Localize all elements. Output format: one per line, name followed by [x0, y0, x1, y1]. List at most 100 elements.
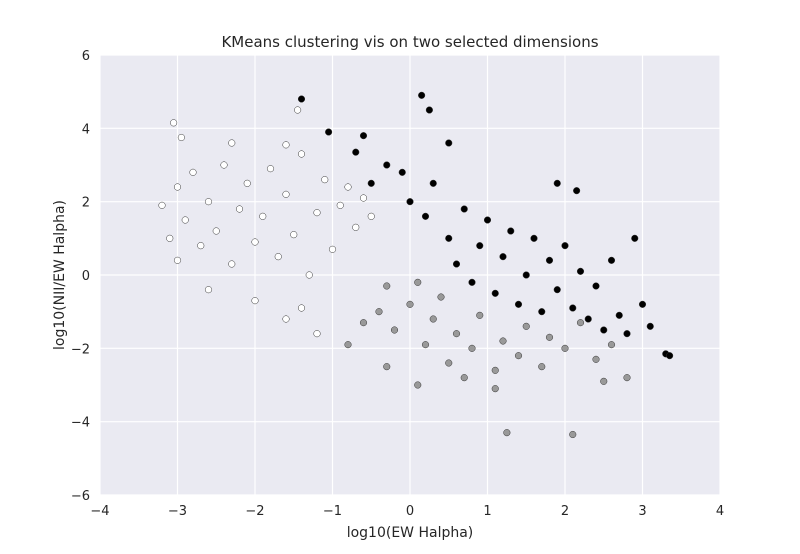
scatter-point-cluster-1	[429, 315, 437, 323]
scatter-point-cluster-0	[251, 297, 259, 305]
scatter-point-cluster-2	[468, 278, 476, 286]
scatter-point-cluster-1	[569, 430, 577, 439]
scatter-point-cluster-2	[631, 234, 639, 242]
scatter-point-cluster-1	[545, 333, 554, 341]
scatter-point-cluster-1	[561, 344, 569, 352]
scatter-point-cluster-0	[212, 227, 220, 235]
scatter-point-cluster-0	[251, 238, 259, 246]
scatter-point-cluster-2	[638, 300, 647, 308]
scatter-point-cluster-1	[359, 319, 368, 327]
scatter-point-cluster-2	[615, 311, 623, 319]
scatter-point-cluster-0	[220, 161, 228, 169]
scatter-point-cluster-1	[600, 377, 608, 385]
scatter-point-cluster-0	[204, 286, 213, 294]
scatter-point-cluster-1	[499, 337, 507, 345]
x-tick-label: 0	[406, 504, 414, 519]
scatter-point-cluster-2	[545, 256, 554, 264]
scatter-point-cluster-0	[259, 212, 267, 220]
scatter-point-cluster-2	[553, 179, 561, 187]
x-tick-label: 1	[483, 504, 491, 519]
scatter-point-cluster-2	[297, 95, 306, 103]
scatter-point-cluster-2	[592, 282, 600, 290]
scatter-point-cluster-2	[499, 253, 507, 261]
scatter-point-cluster-2	[522, 271, 530, 279]
scatter-point-cluster-0	[181, 216, 189, 224]
points-layer	[158, 91, 674, 439]
scatter-point-cluster-2	[646, 322, 654, 330]
scatter-point-cluster-0	[344, 183, 352, 191]
x-tick-label: −4	[90, 504, 109, 519]
scatter-point-cluster-2	[561, 242, 569, 250]
scatter-point-cluster-1	[445, 359, 453, 367]
scatter-point-cluster-2	[359, 132, 368, 140]
scatter-point-cluster-1	[623, 374, 631, 382]
scatter-point-cluster-0	[352, 223, 360, 231]
scatter-point-cluster-0	[328, 245, 337, 253]
scatter-point-cluster-1	[468, 344, 476, 352]
scatter-point-cluster-0	[266, 165, 275, 173]
scatter-point-cluster-1	[491, 385, 499, 393]
scatter-point-cluster-0	[282, 315, 290, 323]
scatter-point-cluster-0	[177, 133, 185, 142]
scatter-point-cluster-2	[623, 330, 631, 338]
scatter-point-cluster-0	[313, 209, 321, 217]
x-tick-label: 4	[716, 504, 724, 519]
scatter-point-cluster-2	[460, 205, 468, 213]
scatter-point-cluster-2	[573, 187, 581, 195]
scatter-point-cluster-1	[406, 300, 414, 308]
scatter-point-cluster-1	[514, 352, 523, 360]
scatter-point-cluster-1	[503, 429, 511, 437]
scatter-point-cluster-1	[344, 341, 352, 349]
scatter-point-cluster-2	[491, 289, 499, 297]
scatter-point-cluster-2	[483, 216, 492, 224]
scatter-point-cluster-0	[367, 212, 375, 220]
x-tick-label: −1	[323, 504, 342, 519]
scatter-point-cluster-0	[243, 179, 251, 187]
scatter-point-cluster-2	[530, 234, 538, 242]
scatter-point-cluster-2	[383, 161, 391, 169]
scatter-point-cluster-1	[538, 363, 546, 371]
y-tick-label: −2	[71, 342, 90, 357]
scatter-point-cluster-1	[437, 293, 445, 301]
x-tick-label: −3	[168, 504, 187, 519]
scatter-point-cluster-0	[294, 106, 302, 114]
scatter-point-cluster-2	[576, 267, 585, 275]
scatter-point-cluster-1	[390, 326, 399, 334]
scatter-point-cluster-0	[297, 150, 306, 158]
scatter-point-cluster-0	[282, 141, 290, 149]
scatter-point-cluster-0	[290, 231, 298, 239]
y-tick-label: 2	[82, 196, 90, 211]
scatter-point-cluster-1	[522, 322, 530, 330]
y-tick-label: 6	[82, 49, 90, 64]
scatter-point-cluster-1	[460, 374, 468, 382]
scatter-point-cluster-0	[235, 205, 244, 213]
scatter-point-cluster-2	[538, 308, 546, 316]
scatter-point-cluster-0	[282, 190, 290, 198]
x-axis-label: log10(EW Halpha)	[347, 525, 474, 541]
scatter-point-cluster-0	[158, 201, 166, 209]
scatter-point-cluster-2	[352, 148, 360, 156]
scatter-point-cluster-2	[514, 300, 523, 308]
scatter-point-cluster-2	[553, 286, 561, 294]
scatter-point-cluster-1	[576, 319, 585, 327]
scatter-point-cluster-0	[321, 176, 329, 184]
scatter-point-cluster-1	[421, 341, 430, 349]
scatter-point-cluster-2	[569, 304, 577, 312]
scatter-point-cluster-0	[274, 253, 282, 261]
scatter-point-cluster-1	[476, 311, 484, 319]
scatter-point-cluster-0	[197, 242, 205, 250]
y-tick-label: 4	[82, 122, 90, 137]
scatter-point-cluster-2	[421, 212, 430, 220]
y-tick-label: −6	[71, 489, 90, 504]
scatter-point-cluster-1	[414, 381, 422, 389]
scatter-point-cluster-1	[607, 341, 616, 349]
y-tick-label: 0	[82, 269, 90, 284]
scatter-point-cluster-0	[170, 119, 178, 127]
scatter-point-cluster-1	[383, 282, 391, 290]
scatter-point-cluster-0	[189, 168, 197, 176]
scatter-point-cluster-2	[666, 352, 674, 360]
scatter-point-cluster-0	[204, 198, 213, 206]
x-tick-label: −2	[245, 504, 264, 519]
